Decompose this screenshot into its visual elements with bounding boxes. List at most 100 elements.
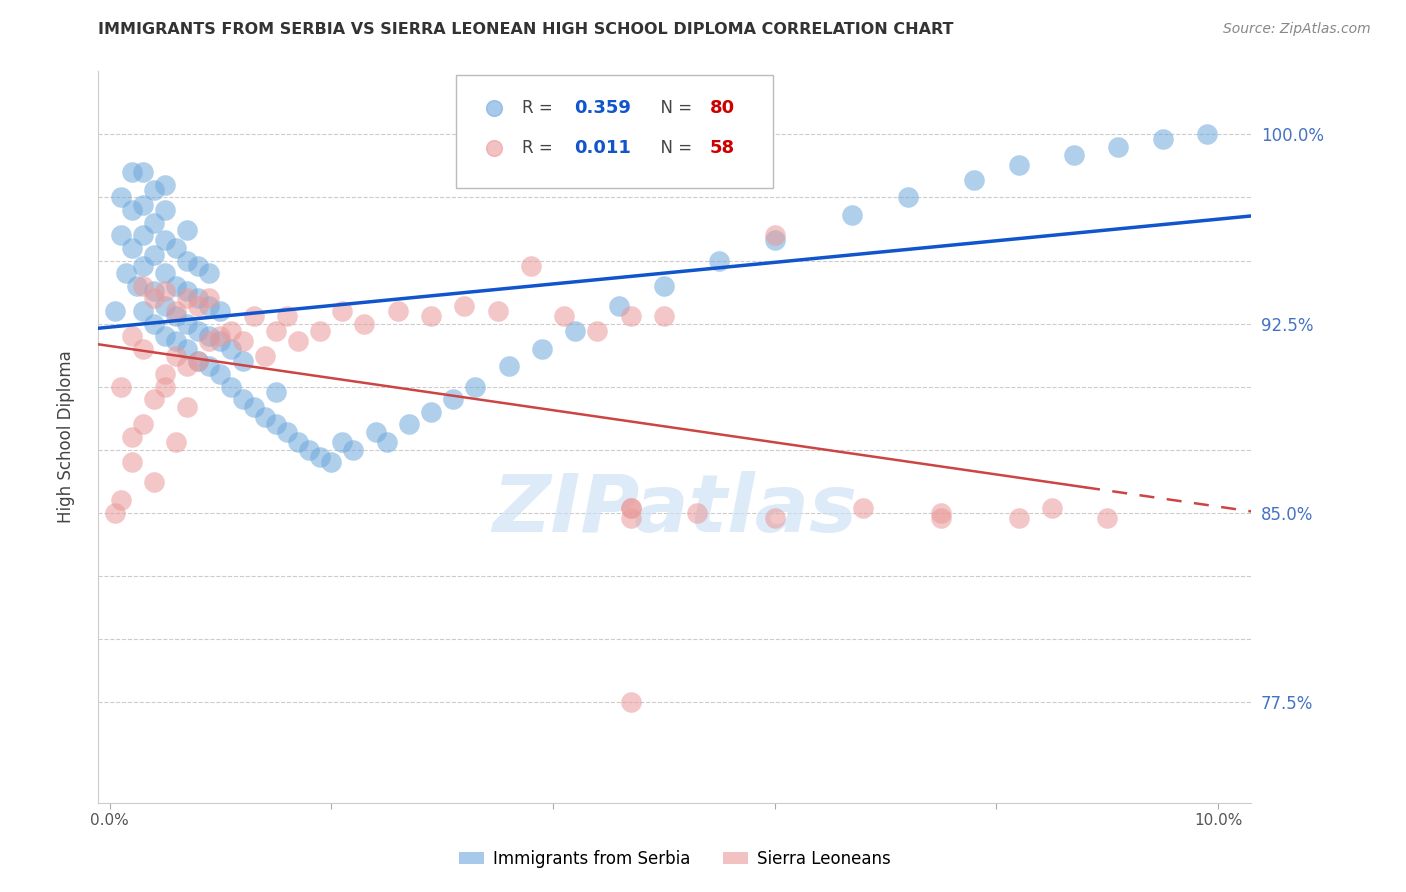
Point bbox=[763, 233, 786, 247]
Point bbox=[287, 435, 309, 450]
Point bbox=[121, 165, 143, 179]
Point bbox=[264, 324, 287, 338]
Point bbox=[209, 304, 232, 318]
Point bbox=[209, 334, 232, 349]
Point bbox=[187, 354, 209, 368]
Point bbox=[187, 291, 209, 305]
Point bbox=[221, 324, 243, 338]
Y-axis label: High School Diploma: High School Diploma bbox=[56, 351, 75, 524]
Point bbox=[709, 253, 731, 268]
Point bbox=[142, 475, 165, 490]
Point bbox=[1007, 510, 1029, 524]
Point bbox=[652, 278, 675, 293]
Point bbox=[165, 304, 187, 318]
Point bbox=[221, 342, 243, 356]
Point bbox=[165, 334, 187, 349]
Point bbox=[110, 379, 132, 393]
Point bbox=[153, 203, 176, 218]
Point bbox=[231, 392, 254, 407]
Point bbox=[652, 309, 675, 323]
Point bbox=[929, 506, 952, 520]
Point bbox=[342, 442, 364, 457]
Point bbox=[1063, 147, 1085, 161]
Text: R =: R = bbox=[522, 139, 558, 157]
Point bbox=[121, 430, 143, 444]
Point bbox=[165, 278, 187, 293]
Point bbox=[132, 417, 155, 432]
Text: N =: N = bbox=[650, 139, 697, 157]
Point bbox=[420, 405, 443, 419]
Point bbox=[142, 291, 165, 305]
Point bbox=[619, 500, 641, 515]
Point bbox=[142, 183, 165, 197]
Point bbox=[121, 455, 143, 469]
Point bbox=[264, 384, 287, 399]
Point bbox=[609, 299, 631, 313]
Point bbox=[253, 350, 276, 364]
Point bbox=[242, 309, 264, 323]
Point bbox=[176, 291, 198, 305]
Point bbox=[132, 228, 155, 243]
Point bbox=[231, 354, 254, 368]
Point bbox=[309, 450, 332, 465]
Text: 58: 58 bbox=[710, 139, 734, 157]
Point bbox=[364, 425, 387, 439]
Point bbox=[763, 510, 786, 524]
Point bbox=[1107, 140, 1129, 154]
Text: ZIPatlas: ZIPatlas bbox=[492, 471, 858, 549]
Text: Source: ZipAtlas.com: Source: ZipAtlas.com bbox=[1223, 22, 1371, 37]
Point bbox=[420, 309, 443, 323]
Point bbox=[153, 266, 176, 280]
Point bbox=[330, 435, 353, 450]
Point bbox=[530, 342, 553, 356]
Point bbox=[110, 190, 132, 204]
Point bbox=[132, 165, 155, 179]
Point bbox=[387, 304, 409, 318]
Point bbox=[187, 259, 209, 273]
Point bbox=[142, 392, 165, 407]
Point bbox=[375, 435, 398, 450]
Point bbox=[198, 299, 221, 313]
Point bbox=[763, 228, 786, 243]
Point bbox=[104, 304, 127, 318]
Point bbox=[132, 259, 155, 273]
Point bbox=[198, 334, 221, 349]
Point bbox=[165, 241, 187, 255]
Point bbox=[231, 334, 254, 349]
Point bbox=[353, 317, 375, 331]
Point bbox=[176, 342, 198, 356]
Point bbox=[153, 367, 176, 381]
Point bbox=[132, 198, 155, 212]
Point bbox=[1007, 158, 1029, 172]
Point bbox=[153, 178, 176, 192]
Point bbox=[1040, 500, 1063, 515]
Point bbox=[165, 435, 187, 450]
Point bbox=[153, 299, 176, 313]
Text: 80: 80 bbox=[710, 99, 734, 117]
Point bbox=[176, 223, 198, 237]
Point bbox=[309, 324, 332, 338]
Point bbox=[1097, 510, 1119, 524]
Point bbox=[176, 359, 198, 374]
Point bbox=[686, 506, 709, 520]
Point bbox=[298, 442, 321, 457]
Point bbox=[176, 317, 198, 331]
Point bbox=[253, 409, 276, 424]
Point bbox=[110, 228, 132, 243]
Point bbox=[276, 425, 298, 439]
Text: N =: N = bbox=[650, 99, 697, 117]
Point bbox=[619, 695, 641, 709]
Point bbox=[165, 309, 187, 323]
Point bbox=[132, 304, 155, 318]
Point bbox=[153, 379, 176, 393]
Point bbox=[198, 291, 221, 305]
Point bbox=[121, 241, 143, 255]
Point bbox=[142, 284, 165, 298]
Point bbox=[287, 334, 309, 349]
Point bbox=[929, 510, 952, 524]
Point bbox=[132, 342, 155, 356]
Point bbox=[321, 455, 343, 469]
Point bbox=[398, 417, 420, 432]
Point bbox=[553, 309, 575, 323]
Point bbox=[486, 304, 509, 318]
